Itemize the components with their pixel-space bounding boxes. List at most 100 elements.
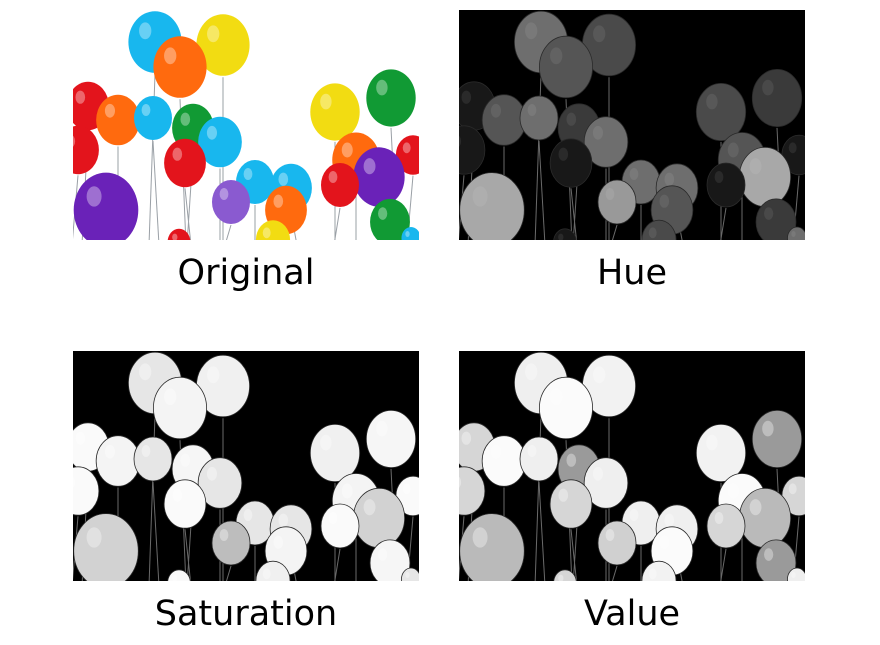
balloon-highlight — [243, 168, 253, 180]
balloon-highlight — [527, 445, 537, 457]
balloon — [197, 457, 243, 509]
balloon-highlight — [86, 527, 102, 548]
balloon-highlight — [659, 535, 670, 549]
balloon-string — [184, 188, 191, 240]
balloon — [583, 457, 629, 509]
balloon-highlight — [558, 488, 569, 502]
balloon — [164, 138, 206, 188]
balloon-highlight — [320, 93, 332, 110]
balloon-highlight — [341, 142, 353, 158]
balloon-highlight — [527, 104, 537, 116]
balloon-highlight — [278, 513, 289, 527]
balloon-highlight — [558, 574, 564, 581]
balloon-highlight — [788, 483, 797, 495]
balloon-highlight — [243, 509, 253, 521]
original-balloons — [73, 10, 419, 240]
balloon-highlight — [605, 529, 615, 541]
balloon-highlight — [207, 25, 220, 43]
balloon-highlight — [714, 171, 724, 183]
balloon — [153, 376, 208, 440]
balloon-string — [570, 529, 577, 581]
balloon — [73, 513, 139, 581]
balloon-highlight — [461, 90, 472, 104]
balloon — [459, 466, 486, 516]
balloon-highlight — [262, 227, 271, 239]
balloon-highlight — [593, 25, 606, 43]
caption-hue: Hue — [596, 253, 668, 293]
balloon-highlight — [180, 453, 191, 467]
saturation-balloons — [73, 351, 419, 581]
balloon — [459, 125, 486, 175]
balloon-highlight — [605, 188, 615, 200]
balloon-highlight — [86, 186, 102, 207]
balloon-string — [570, 188, 577, 240]
saturation-image — [73, 351, 419, 581]
balloon — [787, 226, 805, 240]
balloon — [167, 228, 191, 240]
balloon-highlight — [461, 431, 472, 445]
balloon-string — [152, 481, 160, 581]
balloon — [198, 116, 242, 168]
balloon-highlight — [219, 188, 229, 200]
balloon-highlight — [558, 233, 564, 240]
balloon — [751, 69, 803, 128]
balloon-highlight — [141, 104, 151, 116]
balloon — [553, 569, 577, 581]
balloon-highlight — [402, 142, 411, 154]
balloon — [401, 227, 419, 240]
balloon-highlight — [376, 420, 388, 437]
original-image — [73, 10, 419, 240]
balloon-highlight — [172, 574, 178, 581]
balloon — [695, 424, 747, 483]
balloon-highlight — [592, 466, 604, 481]
balloon-highlight — [490, 103, 502, 118]
balloon — [549, 138, 593, 188]
balloon-highlight — [525, 363, 538, 381]
balloon-highlight — [378, 207, 388, 220]
balloon-highlight — [592, 125, 604, 140]
balloon-highlight — [139, 363, 152, 381]
balloon — [539, 376, 594, 440]
balloon — [95, 435, 141, 487]
balloon-string — [538, 140, 546, 240]
balloon-highlight — [550, 47, 563, 65]
balloon-string — [225, 565, 232, 581]
balloon-highlight — [706, 434, 718, 451]
balloon — [255, 220, 291, 240]
balloon — [751, 410, 803, 469]
balloon — [738, 487, 792, 549]
balloon-highlight — [104, 103, 116, 118]
balloon-highlight — [376, 79, 388, 96]
balloon — [583, 116, 629, 168]
balloon-highlight — [139, 22, 152, 40]
balloon-highlight — [320, 434, 332, 451]
balloon-highlight — [219, 529, 229, 541]
balloon-highlight — [764, 207, 774, 220]
balloon — [401, 567, 419, 581]
balloon-highlight — [273, 535, 284, 549]
balloon-highlight — [363, 158, 376, 175]
balloon-highlight — [791, 231, 796, 237]
balloon — [370, 198, 410, 240]
balloon-highlight — [490, 444, 502, 459]
caption-original: Original — [177, 253, 315, 293]
balloon-highlight — [749, 158, 762, 175]
balloon — [321, 163, 359, 207]
balloon-highlight — [629, 509, 639, 521]
hue-image — [459, 10, 805, 240]
balloon-highlight — [566, 453, 577, 467]
balloon-highlight — [405, 572, 410, 578]
balloon — [310, 83, 360, 141]
balloon — [353, 147, 405, 207]
balloon-string — [334, 548, 341, 581]
balloon-highlight — [262, 568, 271, 580]
balloon-highlight — [459, 476, 462, 488]
balloon-highlight — [762, 420, 774, 437]
balloon — [481, 435, 527, 487]
balloon — [706, 162, 746, 208]
balloon-highlight — [648, 227, 657, 239]
balloon — [755, 539, 797, 581]
balloon — [549, 479, 593, 529]
balloon-highlight — [664, 513, 675, 527]
balloon — [320, 503, 360, 549]
